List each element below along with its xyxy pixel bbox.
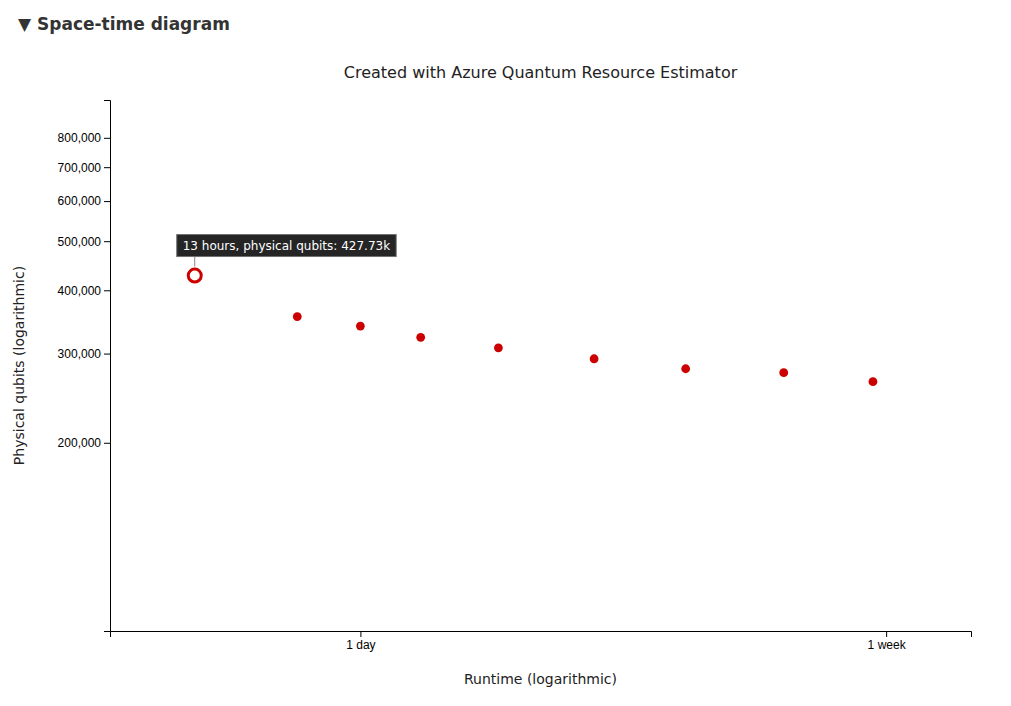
point (416, 333, 425, 342)
y-tick: 300,000 (58, 347, 110, 361)
chart: ▼ Space-time diagram Created with Azure Q… (0, 0, 1011, 706)
y-tick-label: 700,000 (58, 161, 102, 175)
y-tick-mark (104, 201, 110, 202)
annotation-connector (194, 257, 195, 267)
y-tick: 500,000 (58, 235, 110, 249)
y-tick: 400,000 (58, 284, 110, 298)
y-tick-mark (104, 354, 110, 355)
y-tick-label: 500,000 (58, 235, 102, 249)
annotation-text: 13 hours, physical qubits: 427.73k (183, 239, 390, 253)
y-tick-label: 200,000 (58, 436, 102, 450)
point (681, 364, 690, 373)
annotation: 13 hours, physical qubits: 427.73k (177, 235, 396, 267)
point (356, 322, 365, 331)
y-tick: 600,000 (58, 194, 110, 208)
y-tick: 800,000 (58, 131, 110, 145)
y-tick-mark (104, 138, 110, 139)
point (869, 377, 878, 386)
y-tick: 200,000 (58, 436, 110, 450)
y-axis-line (104, 101, 111, 632)
y-tick-mark (104, 241, 110, 242)
x-axis: 1 day 1 week (111, 631, 972, 652)
y-tick-label: 800,000 (58, 131, 102, 145)
plot: 1 day 1 week 200,000 300,000 400,000 500,000 6… (58, 101, 972, 652)
point (779, 368, 788, 377)
x-tick: 1 day (346, 631, 375, 652)
x-tick-mark (886, 631, 887, 637)
annotation-box (177, 235, 396, 257)
point (293, 312, 302, 321)
y-tick: 700,000 (58, 161, 110, 175)
y-tick-mark (104, 167, 110, 168)
header: ▼ Space-time diagram (18, 14, 230, 34)
point (590, 354, 599, 363)
x-axis-line (111, 632, 972, 638)
y-tick-mark (104, 290, 110, 291)
y-tick-label: 300,000 (58, 347, 102, 361)
y-tick-label: 600,000 (58, 194, 102, 208)
point (188, 269, 201, 282)
points (188, 269, 877, 386)
y-tick-label: 400,000 (58, 284, 102, 298)
y-axis: 200,000 300,000 400,000 500,000 600,000 700,0… (58, 101, 111, 632)
x-tick-mark (360, 631, 361, 637)
x-tick-label: 1 week (868, 638, 907, 652)
point (494, 343, 503, 352)
title: Created with Azure Quantum Resource Esti… (344, 63, 738, 82)
x-tick: 1 week (868, 631, 907, 652)
x-axis-label: Runtime (logarithmic) (464, 671, 617, 687)
y-axis-label: Physical qubits (logarithmic) (11, 266, 27, 465)
y-tick-mark (104, 443, 110, 444)
x-tick-label: 1 day (346, 638, 375, 652)
